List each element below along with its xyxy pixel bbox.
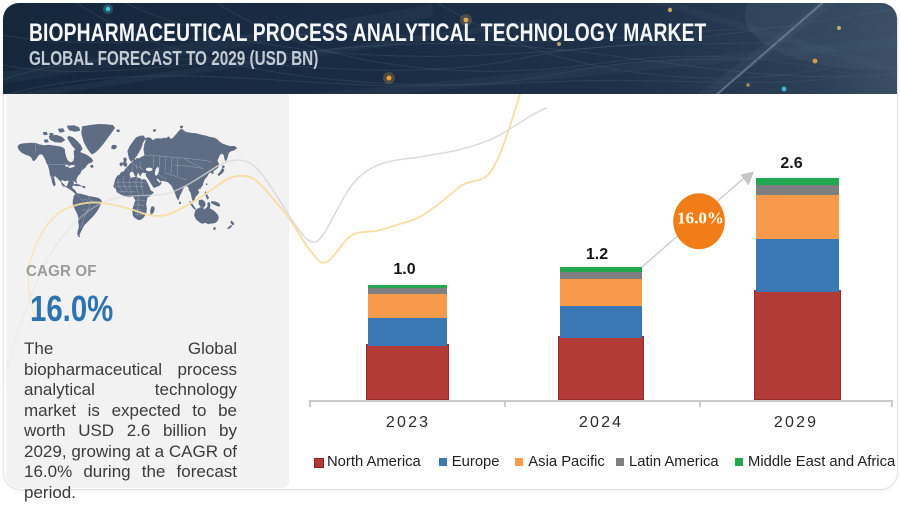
svg-text:16.0%: 16.0% <box>677 209 724 228</box>
